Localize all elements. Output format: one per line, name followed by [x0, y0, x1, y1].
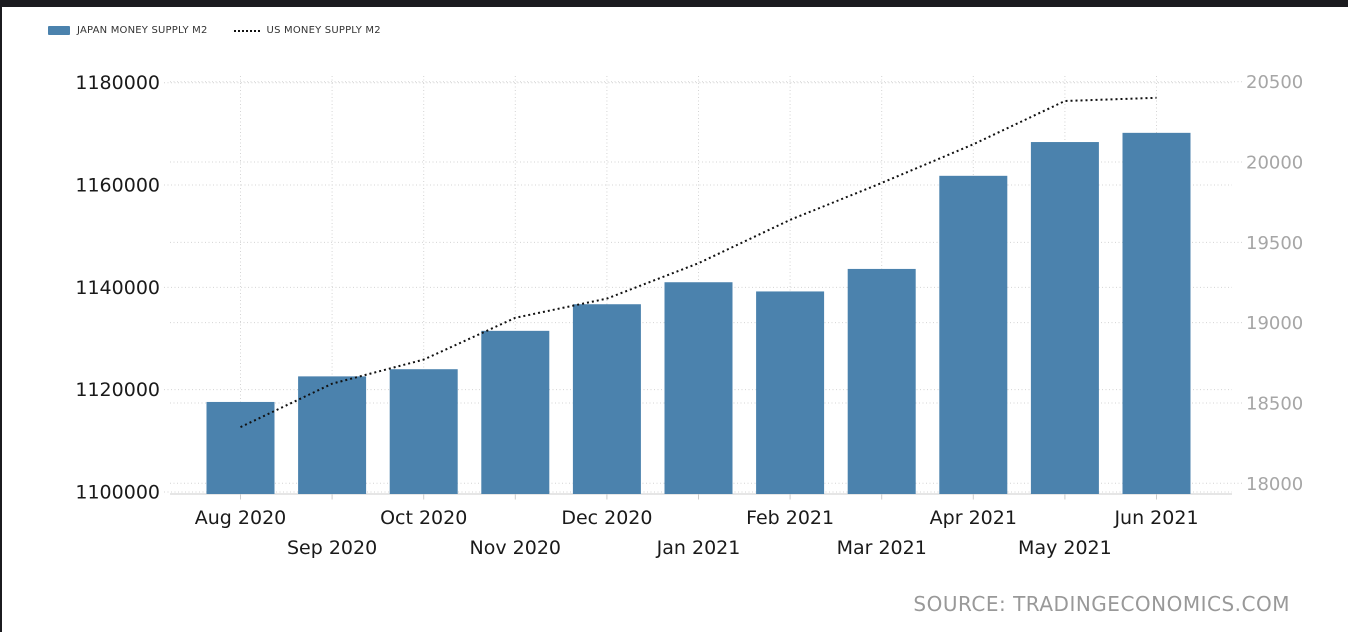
- window-top-border: [0, 0, 1348, 7]
- source-attribution: SOURCE: TRADINGECONOMICS.COM: [913, 592, 1290, 616]
- right-axis-tick-label: 20500: [1246, 72, 1303, 93]
- right-axis-tick-label: 19000: [1246, 313, 1303, 334]
- legend-item-japan[interactable]: JAPAN MONEY SUPPLY M2: [48, 25, 208, 36]
- right-axis-tick-label: 18500: [1246, 393, 1303, 414]
- left-axis-tick-label: 1120000: [75, 379, 160, 401]
- bar-May 2021[interactable]: [1030, 142, 1099, 494]
- right-axis-tick-label: 20000: [1246, 153, 1303, 174]
- x-axis-label: Sep 2020: [287, 537, 377, 559]
- legend-item-us[interactable]: US MONEY SUPPLY M2: [233, 25, 381, 36]
- x-axis-label: Feb 2021: [746, 507, 834, 529]
- right-axis-tick-label: 19500: [1246, 233, 1303, 254]
- x-axis-label: Apr 2021: [930, 507, 1017, 529]
- bar-Mar 2021[interactable]: [847, 268, 916, 494]
- x-axis-label: May 2021: [1018, 537, 1112, 559]
- bar-Jun 2021[interactable]: [1122, 132, 1191, 495]
- bar-Apr 2021[interactable]: [939, 175, 1008, 495]
- x-axis-label: Jun 2021: [1113, 507, 1198, 529]
- left-axis-tick-label: 1100000: [75, 482, 160, 504]
- left-axis-tick-label: 1180000: [75, 72, 160, 94]
- left-axis-tick-label: 1140000: [75, 277, 160, 299]
- legend-label-japan: JAPAN MONEY SUPPLY M2: [77, 25, 208, 36]
- bar-Nov 2020[interactable]: [481, 330, 550, 494]
- x-axis-label: Dec 2020: [561, 507, 652, 529]
- bar-Dec 2020[interactable]: [572, 304, 641, 494]
- axis-labels: 1100000 1120000 1140000 1160000 1180000 18000…: [75, 72, 1303, 559]
- legend-label-us: US MONEY SUPPLY M2: [266, 25, 381, 36]
- us-line-series[interactable]: [240, 96, 1157, 429]
- bar-Oct 2020[interactable]: [389, 369, 458, 494]
- bar-swatch-icon: [48, 26, 70, 35]
- x-axis-label: Nov 2020: [470, 537, 561, 559]
- dotted-line-icon: [233, 29, 260, 32]
- left-axis-tick-label: 1160000: [75, 175, 160, 197]
- x-axis-label: Mar 2021: [837, 537, 927, 559]
- chart-legend: JAPAN MONEY SUPPLY M2 US MONEY SUPPLY M2: [48, 25, 381, 36]
- window-left-border: [0, 0, 2, 632]
- bar-Sep 2020[interactable]: [298, 376, 367, 494]
- bar-Jan 2021[interactable]: [664, 282, 733, 494]
- right-axis-tick-label: 18000: [1246, 474, 1303, 495]
- japan-bars-series[interactable]: [206, 132, 1191, 495]
- bar-Aug 2020[interactable]: [206, 401, 275, 494]
- bar-Feb 2021[interactable]: [756, 291, 825, 494]
- us-money-supply-line[interactable]: [240, 96, 1157, 429]
- x-axis-label: Aug 2020: [195, 507, 287, 529]
- x-axis-label: Oct 2020: [380, 507, 467, 529]
- x-axis-label: Jan 2021: [656, 537, 741, 559]
